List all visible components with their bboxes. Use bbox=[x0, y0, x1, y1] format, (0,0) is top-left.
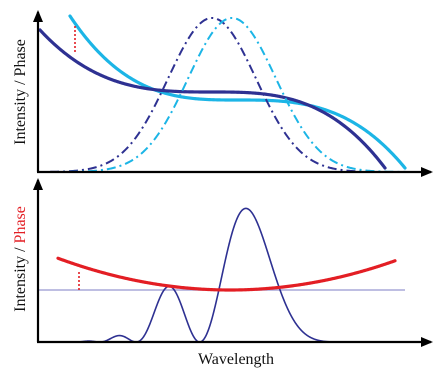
top-y-axis-label: Intensity / Phase bbox=[12, 39, 29, 145]
x-axis-label: Wavelength bbox=[198, 351, 274, 368]
top-light-blue-phase-curve bbox=[68, 14, 407, 170]
bottom-y-label-phase: Phase bbox=[12, 206, 29, 243]
bottom-y-label-intensity: Intensity / bbox=[12, 243, 29, 311]
bottom-panel: Intensity / Phase Wavelength bbox=[12, 178, 433, 368]
top-light-blue-intensity-curve bbox=[50, 16, 411, 173]
top-panel: Intensity / Phase bbox=[12, 10, 433, 177]
bottom-y-axis-label: Intensity / Phase bbox=[12, 206, 29, 312]
bottom-red-phase-curve bbox=[56, 256, 397, 292]
top-dark-blue-phase-curve bbox=[38, 28, 387, 170]
top-dark-blue-intensity-curve bbox=[49, 16, 400, 173]
